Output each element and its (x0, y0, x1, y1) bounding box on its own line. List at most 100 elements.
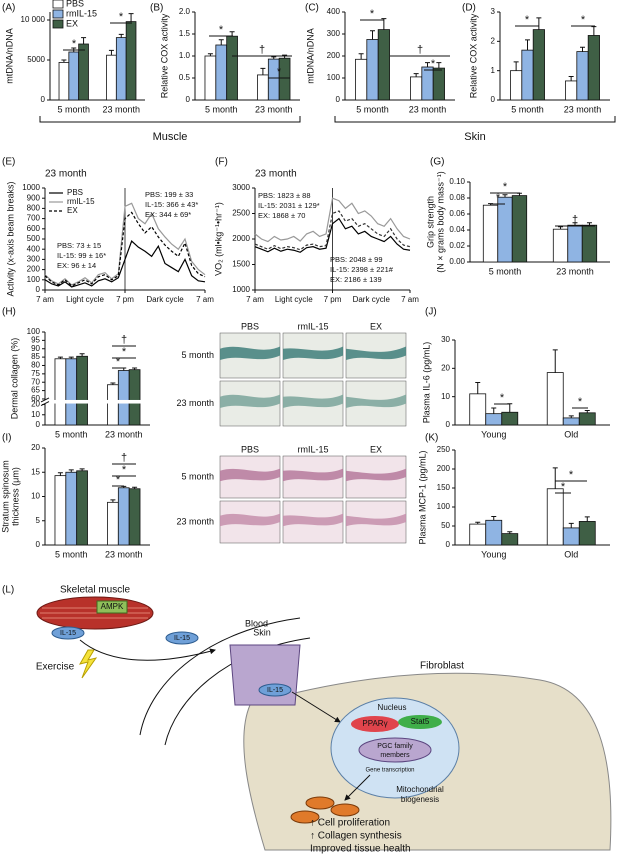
error-bar (475, 382, 481, 394)
annotation: † (259, 44, 265, 56)
error-bar (436, 62, 442, 69)
y-tick-label: 5000 (27, 55, 45, 64)
y-axis-label: Activity (x-axis beam breaks) (5, 181, 15, 296)
y-tick-label: 60 (31, 394, 40, 403)
label: Skeletal muscle (60, 585, 130, 596)
y-tick-label: 250 (437, 445, 451, 454)
y-tick-label: 0.02 (449, 241, 465, 250)
bar (278, 57, 291, 101)
bar (562, 417, 580, 426)
line (44, 239, 206, 288)
label: Fibroblast (420, 661, 464, 672)
panel-label: (I) (2, 433, 11, 444)
y-axis-label: mtDNA/nDNA (305, 28, 315, 84)
ampk-box (96, 600, 128, 614)
bar (501, 533, 519, 546)
label: Skin (253, 627, 271, 637)
bar (128, 369, 141, 426)
subtitle: 23 month (255, 169, 297, 180)
y-tick-label: 10 (31, 492, 40, 501)
bar (510, 70, 523, 101)
bar (377, 29, 390, 101)
x-tick-label: 5 month (489, 266, 522, 276)
label: AMPK (101, 602, 124, 611)
ppar (351, 716, 399, 732)
error-bar (507, 403, 513, 413)
tissue-layer (346, 394, 406, 408)
y-axis-label: Grip strength (425, 196, 435, 248)
error-bar (552, 467, 558, 489)
bar (128, 488, 141, 546)
x-tick-label: 7 am (401, 295, 419, 304)
annotation: † (121, 452, 127, 464)
label: IL-15 (267, 687, 283, 694)
y-tick-label: 30 (441, 335, 450, 344)
x-tick-label: Old (564, 549, 578, 559)
error-bar (108, 49, 114, 56)
bar (578, 412, 596, 426)
panel-label: (F) (215, 157, 228, 168)
error-bar (584, 516, 590, 522)
error-bar (586, 222, 592, 226)
error-bar (568, 415, 574, 418)
y-tick-label: 100 (27, 275, 41, 284)
panel-label: (E) (2, 157, 15, 168)
y-tick-label: 2000 (232, 234, 250, 243)
label: Stat5 (411, 717, 430, 726)
y-tick-label: 0 (446, 420, 451, 429)
legend-label: rmIL-15 (67, 197, 95, 206)
y-axis-label: VO₂ (ml•kg⁻¹•hr⁻¹) (213, 202, 223, 276)
y-tick-label: 0 (36, 285, 41, 294)
annotation: IL-15: 366 ± 43* (145, 200, 198, 209)
x-tick-label: 5 month (55, 429, 88, 439)
y-tick-label: 10 (31, 410, 40, 419)
annotation: * (503, 181, 508, 193)
annotation: * (116, 474, 121, 486)
error-bar (68, 469, 74, 473)
bar (107, 501, 119, 546)
group-bracket (39, 116, 301, 123)
y-axis-label: Plasma IL-6 (pg/mL) (421, 342, 431, 424)
vessel-wall (139, 617, 301, 736)
bar (117, 370, 130, 426)
bar (410, 76, 423, 101)
subtitle: 23 month (45, 169, 87, 180)
y-tick-label: 0.5 (179, 73, 191, 82)
error-bar (507, 531, 513, 534)
label: IL-15 (60, 630, 76, 637)
annotation: * (569, 469, 574, 481)
panel-label: (J) (425, 307, 437, 318)
legend-label: PBS (67, 188, 83, 197)
error-bar (572, 222, 578, 226)
outcome: ↑ Cell proliferation (310, 818, 390, 829)
label: biogenesis (401, 795, 439, 804)
bar (576, 51, 589, 101)
bar (125, 21, 137, 101)
y-tick-label: 400 (27, 244, 41, 253)
label: Exercise (36, 662, 75, 673)
annotation: * (122, 346, 127, 358)
bar (366, 39, 379, 101)
histology-row: 5 month (181, 350, 214, 360)
bar (355, 58, 368, 101)
mechanism-diagram: (L) Skeletal muscle AMPK IL-15 Exercise … (2, 585, 612, 855)
y-tick-label: 85 (31, 352, 40, 361)
error-bar (502, 194, 508, 198)
y-tick-label: 300 (327, 29, 341, 38)
y-tick-label: 0.00 (449, 257, 465, 266)
y-tick-label: 0.06 (449, 209, 465, 218)
arrow (291, 691, 341, 723)
histology-row: 23 month (176, 516, 214, 526)
error-bar (425, 62, 430, 67)
pgc (358, 737, 432, 763)
error-bar (57, 356, 63, 359)
legend-swatch (52, 0, 64, 9)
legend-label: PBS (66, 0, 84, 8)
il15 (165, 631, 199, 645)
annotation: * (119, 11, 124, 23)
histology-column: rmIL-15 (297, 321, 328, 331)
x-tick-label: 7 am (246, 295, 264, 304)
x-tick-label: 5 month (57, 104, 90, 114)
